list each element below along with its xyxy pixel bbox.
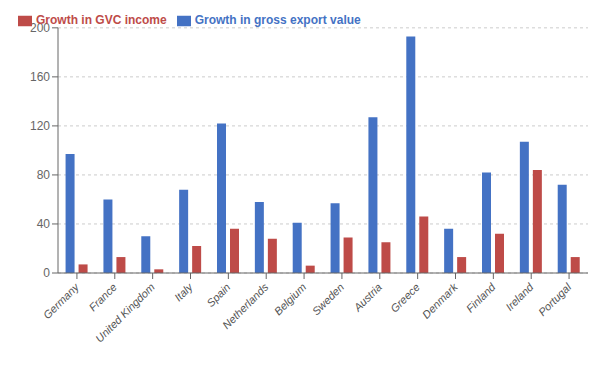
svg-text:40: 40 bbox=[37, 217, 51, 231]
svg-text:Sweden: Sweden bbox=[310, 281, 347, 318]
svg-text:Italy: Italy bbox=[172, 280, 196, 304]
svg-text:Finland: Finland bbox=[464, 280, 499, 315]
svg-text:Netherlands: Netherlands bbox=[220, 280, 271, 331]
svg-text:Portugal: Portugal bbox=[536, 280, 574, 318]
svg-text:120: 120 bbox=[30, 119, 50, 133]
svg-text:Denmark: Denmark bbox=[420, 280, 460, 320]
svg-text:Spain: Spain bbox=[204, 281, 232, 309]
svg-text:Austria: Austria bbox=[351, 281, 384, 314]
html-text:Growth in gross export value: Growth in gross export value bbox=[194, 13, 361, 27]
svg-text:Germany: Germany bbox=[41, 280, 83, 322]
svg-text:160: 160 bbox=[30, 70, 50, 84]
svg-text:United Kingdom: United Kingdom bbox=[93, 281, 157, 345]
svg-text:80: 80 bbox=[37, 168, 51, 182]
svg-text:0: 0 bbox=[43, 266, 50, 280]
svg-text:Ireland: Ireland bbox=[503, 280, 536, 313]
svg-text:Greece: Greece bbox=[388, 281, 422, 315]
svg-text:Belgium: Belgium bbox=[272, 281, 309, 318]
svg-text:200: 200 bbox=[30, 21, 50, 35]
svg-text:France: France bbox=[86, 281, 119, 314]
html-text:Growth in GVC income: Growth in GVC income bbox=[36, 13, 167, 27]
